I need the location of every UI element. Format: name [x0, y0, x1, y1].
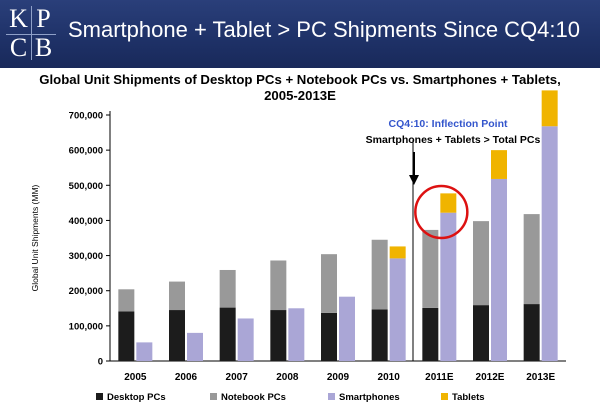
logo-letter: C	[9, 32, 28, 62]
bar-notebook-pcs	[422, 229, 439, 308]
logo-divider	[6, 34, 56, 35]
bar-tablets	[389, 246, 406, 259]
legend-label: Notebook PCs	[221, 392, 286, 403]
bar-notebook-pcs	[523, 214, 540, 305]
bar-desktop-pcs	[169, 310, 185, 361]
slide-title: Smartphone + Tablet > PC Shipments Since…	[68, 17, 580, 42]
bar-smartphones	[136, 342, 153, 361]
x-tick-label: 2007	[226, 372, 249, 383]
chart-title: Global Unit Shipments of Desktop PCs + N…	[0, 72, 600, 104]
bar-tablets	[491, 150, 507, 179]
bar-smartphones	[339, 296, 355, 361]
legend-label: Smartphones	[339, 392, 400, 403]
annotation-label: CQ4:10: Inflection Point	[388, 118, 508, 130]
highlight-circle	[414, 184, 469, 240]
bar-notebook-pcs	[118, 289, 135, 312]
y-tick-label: 600,000	[69, 146, 103, 157]
x-tick-label: 2009	[327, 372, 350, 383]
x-tick-label: 2012E	[476, 372, 505, 383]
bar-desktop-pcs	[473, 305, 489, 361]
x-tick-label: 2008	[276, 372, 299, 383]
bar-smartphones	[440, 212, 457, 361]
logo-letter: P	[36, 3, 51, 33]
y-tick-label: 200,000	[69, 286, 103, 297]
chart-title-line-2: 2005-2013E	[264, 88, 336, 103]
annotation-text: Smartphones + Tablets > Total PCs	[366, 134, 541, 146]
y-tick-label: 700,000	[69, 111, 103, 122]
bar-notebook-pcs	[270, 260, 287, 311]
bar-desktop-pcs	[270, 310, 287, 361]
bar-smartphones	[187, 332, 203, 361]
x-tick-label: 2005	[124, 372, 147, 383]
logo-divider	[31, 6, 32, 60]
bar-notebook-pcs	[169, 281, 185, 311]
x-tick-label: 2013E	[526, 372, 555, 383]
header-banner: K P C B Smartphone + Tablet > PC Shipmen…	[0, 0, 600, 68]
legend-swatch	[96, 393, 103, 400]
bar-smartphones	[491, 178, 507, 361]
y-axis-title: Global Unit Shipments (MM)	[30, 184, 40, 291]
y-tick-label: 400,000	[69, 216, 103, 227]
y-tick-label: 300,000	[69, 251, 103, 262]
bar-desktop-pcs	[219, 307, 236, 361]
legend-swatch	[441, 393, 448, 400]
y-tick-label: 500,000	[69, 181, 103, 192]
x-tick-label: 2006	[175, 372, 198, 383]
x-tick-label: 2011E	[425, 372, 454, 383]
logo-letter: K	[9, 3, 28, 33]
annotation-arrow-head	[409, 175, 419, 185]
bar-smartphones	[288, 308, 305, 361]
legend-swatch	[210, 393, 217, 400]
kpcb-logo: K P C B	[6, 4, 56, 62]
bar-tablets	[541, 90, 558, 127]
bar-desktop-pcs	[422, 307, 439, 361]
y-tick-label: 0	[98, 357, 103, 368]
bar-notebook-pcs	[219, 269, 236, 308]
bar-desktop-pcs	[523, 304, 540, 361]
chart-title-line-1: Global Unit Shipments of Desktop PCs + N…	[39, 72, 561, 87]
bar-desktop-pcs	[371, 309, 388, 361]
bar-notebook-pcs	[321, 254, 337, 313]
legend-label: Tablets	[452, 392, 485, 403]
bar-notebook-pcs	[473, 221, 489, 306]
x-tick-label: 2010	[378, 372, 401, 383]
bar-desktop-pcs	[321, 312, 337, 361]
bar-smartphones	[237, 318, 254, 361]
legend-label: Desktop PCs	[107, 392, 166, 403]
bar-tablets	[440, 193, 457, 213]
bar-smartphones	[541, 126, 558, 361]
bar-smartphones	[389, 258, 406, 361]
y-tick-label: 100,000	[69, 321, 103, 332]
legend-swatch	[328, 393, 335, 400]
logo-letter: B	[34, 32, 53, 62]
bar-notebook-pcs	[371, 239, 388, 310]
bar-desktop-pcs	[118, 311, 135, 361]
